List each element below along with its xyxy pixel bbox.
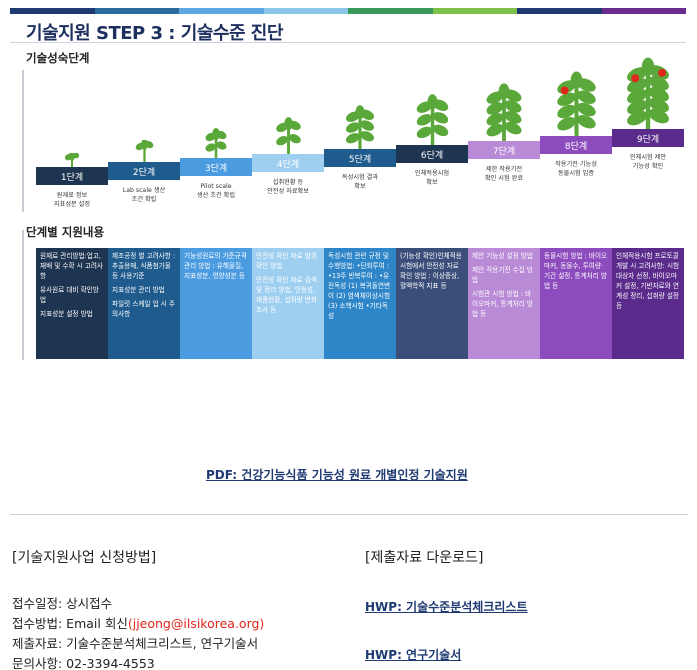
- step-label: 1단계: [36, 167, 108, 185]
- step-label: 2단계: [108, 162, 180, 180]
- support-item: 지표성분 설정 방법: [40, 310, 93, 318]
- plant-illustration-icon: [108, 140, 180, 162]
- support-column: 기능성원료의 기준규격 관리 방법 : 유해물질, 지표성분, 영양성분 등: [180, 248, 252, 359]
- support-item: 지표성분 관리 방법: [112, 286, 165, 294]
- support-item: 제안 작용기전 수집 방법: [472, 266, 533, 284]
- step-description: Lab scale 생산 조건 확립: [122, 187, 166, 203]
- support-column: 동물시험 방법 : 바이오마커, 동물수, 투여량·기간 설정, 통계처리 방법…: [540, 248, 612, 359]
- plant-illustration-icon: [180, 128, 252, 158]
- color-bar-segment: [263, 8, 348, 14]
- color-bar-segment: [601, 8, 686, 14]
- step-description: 제한 작용기전 확인 시험 완료: [484, 166, 524, 182]
- step-label: 4단계: [252, 154, 324, 172]
- page-title: 기술지원 STEP 3 : 기술수준 진단: [26, 23, 283, 44]
- intake-schedule: 접수일정: 상시접수: [12, 596, 113, 611]
- step-description: Pilot scale 생산 조건 확립: [196, 183, 236, 199]
- step-description: 작용기전·기능성 동물시험 입증: [555, 161, 597, 177]
- title-divider: [10, 42, 686, 43]
- plant-illustration-icon: [36, 153, 108, 167]
- support-item: (기능성 확인)인체적용시험에서 안전성 자료 확인 방법 : 이상증상, 혈액…: [400, 252, 462, 290]
- step-label: 3단계: [180, 158, 252, 176]
- step-label: 9단계: [612, 129, 684, 147]
- required-documents: 제출자료: 기술수준분석체크리스트, 연구기술서: [12, 636, 259, 651]
- plant-illustration-icon: [612, 51, 684, 129]
- color-bar: [10, 8, 686, 14]
- step-label: 5단계: [324, 149, 396, 167]
- support-item: 동물시험 방법 : 바이오마커, 동물수, 투여량·기간 설정, 통계처리 방법…: [544, 252, 608, 290]
- maturity-section-label: 기술성숙단계: [26, 51, 90, 65]
- support-item: 인체적용시험 프로토콜 개발 시 고려사항: 시험대상자 선정, 바이오마커 설…: [616, 252, 680, 310]
- color-bar-segment: [94, 8, 179, 14]
- step-description: 독성시험 결과 확보: [341, 174, 379, 190]
- support-column: (기능성 확인)인체적용시험에서 안전성 자료 확인 방법 : 이상증상, 혈액…: [396, 248, 468, 359]
- color-bar-segment: [432, 8, 517, 14]
- download-heading: [제출자료 다운로드]: [365, 550, 484, 566]
- plant-illustration-icon: [540, 66, 612, 136]
- plant-illustration-icon: [252, 116, 324, 154]
- color-bar-segment: [517, 8, 602, 14]
- step-description: 인체적용시험 확보: [414, 170, 450, 186]
- support-section-rule: [22, 230, 24, 360]
- support-item: 시험관 시험 방법 : 바이오마커, 통계처리 방법 등: [472, 290, 533, 318]
- maturity-section-rule: [22, 70, 24, 212]
- step-label: 6단계: [396, 145, 468, 163]
- support-column: 인체적용시험 프로토콜 개발 시 고려사항: 시험대상자 선정, 바이오마커 설…: [612, 248, 684, 359]
- color-bar-segment: [348, 8, 433, 14]
- step-description: 원재료 정보 지표성분 설정: [53, 192, 91, 208]
- support-item: 안전성 확인 자료 검색 및 정리 방법, 안정성, 재품현황, 섭취량 변화 …: [256, 276, 317, 314]
- support-item: 기능성원료의 기준규격 관리 방법 : 유해물질, 지표성분, 영양성분 등: [184, 252, 247, 280]
- support-item: 유사원료 대비 확인방법: [40, 286, 99, 304]
- support-item: 제조공정 별 고려사항 : 추출용매, 식품첨가물 등 사용기준: [112, 252, 176, 280]
- step-description: 인체시험 제안 기능성 확인: [629, 154, 667, 170]
- support-item: 원재료 관리방법:업고, 재배 및 수확 시 고려사항: [40, 252, 103, 280]
- step-label: 7단계: [468, 141, 540, 159]
- support-item: 독성시험 관련 규정 및 수행방법: •단회투여 : •13주 반복투여 : •…: [328, 252, 391, 320]
- intake-method-label: 접수방법: Email 회신: [12, 616, 128, 631]
- checklist-download-link[interactable]: HWP: 기술수준분석체크리스트: [365, 600, 528, 614]
- contact-email[interactable]: (jjeong@ilsikorea.org): [127, 616, 265, 631]
- plant-illustration-icon: [396, 91, 468, 145]
- color-bar-segment: [10, 8, 95, 14]
- research-doc-download-link[interactable]: HWP: 연구기술서: [365, 648, 462, 662]
- pdf-download-link[interactable]: PDF: 건강기능식품 기능성 원료 개별인정 기술지원: [206, 468, 468, 482]
- support-item: 파일럿 스케일 업 시 주의사항: [112, 300, 175, 318]
- support-section-label: 단계별 지원내용: [26, 225, 105, 239]
- plant-illustration-icon: [324, 103, 396, 149]
- plant-illustration-icon: [468, 79, 540, 141]
- section-divider: [10, 514, 688, 515]
- intake-method: 접수방법: Email 회신(jjeong@ilsikorea.org): [12, 613, 264, 632]
- apply-heading: [기술지원사업 신청방법]: [12, 550, 157, 566]
- support-column: 독성시험 관련 규정 및 수행방법: •단회투여 : •13주 반복투여 : •…: [324, 248, 396, 359]
- support-item: 안전성 확인 자료 범위 확인 방법: [256, 252, 317, 270]
- color-bar-segment: [179, 8, 264, 14]
- contact-phone: 문의사항: 02-3394-4553: [12, 656, 155, 670]
- support-item: 제안 기능성 설정 방법: [472, 252, 533, 260]
- step-description: 섭취현황 등 안전성 자료확보: [267, 179, 309, 195]
- step-label: 8단계: [540, 136, 612, 154]
